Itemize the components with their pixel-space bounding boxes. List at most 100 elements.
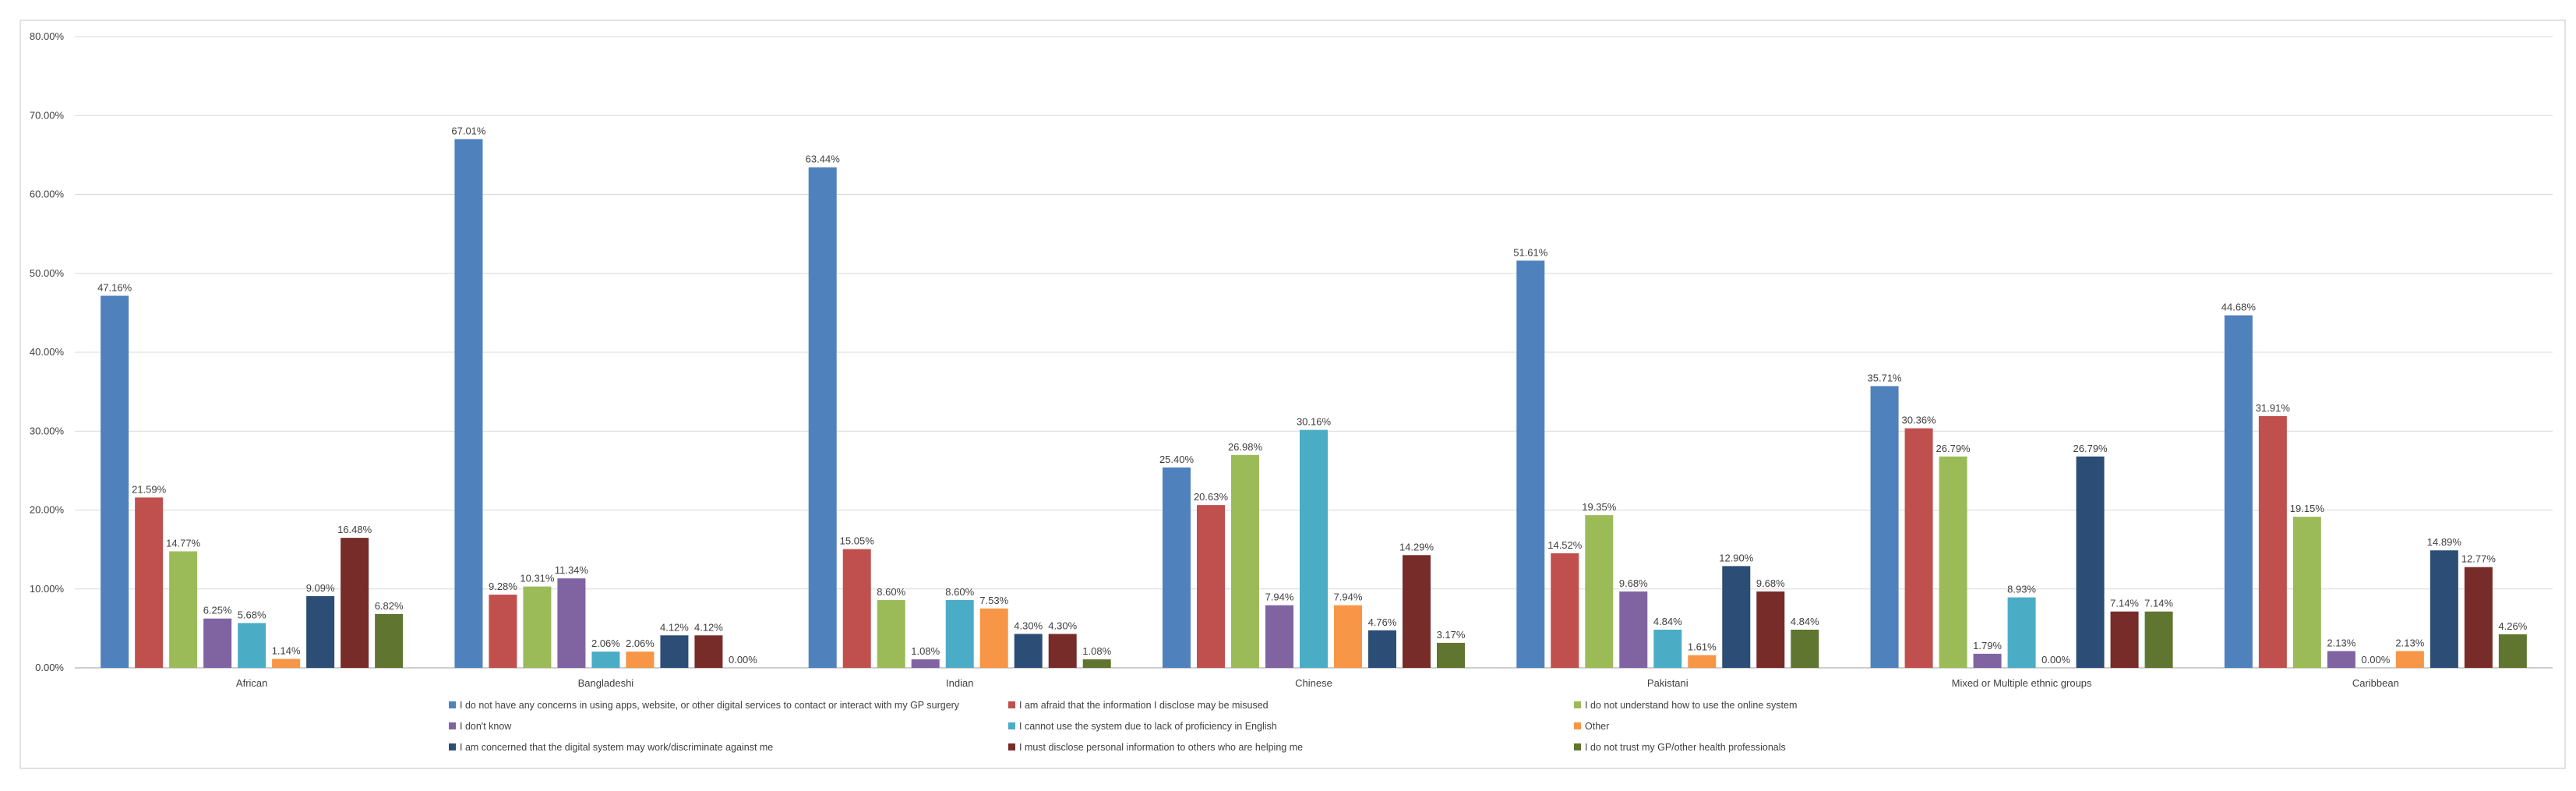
data-label: 4.26% xyxy=(2498,620,2527,632)
bar xyxy=(1722,566,1751,668)
data-label: 9.68% xyxy=(1756,577,1785,589)
data-label: 2.13% xyxy=(2395,637,2424,648)
data-label: 14.89% xyxy=(2427,536,2462,548)
bar xyxy=(2292,517,2321,668)
bar xyxy=(2395,651,2424,668)
legend-swatch xyxy=(1008,722,1015,729)
bar xyxy=(101,295,129,668)
data-label: 2.06% xyxy=(591,637,620,649)
legend-entry: Other xyxy=(1585,721,1609,732)
bar xyxy=(1014,634,1043,668)
legend-swatch xyxy=(449,701,456,708)
legend-entry: I am concerned that the digital system m… xyxy=(460,742,773,753)
data-label: 67.01% xyxy=(451,125,486,137)
bar xyxy=(1551,553,1579,668)
data-labels: 47.16% 21.59% 14.77% 6.25% 5.68% 1.14% 9.09% 16… xyxy=(97,125,2528,666)
legend-swatch xyxy=(1008,701,1015,708)
y-axis-ticks: 0.00% 10.00% 20.00% 30.00% 40.00% 50.00% 60.00… xyxy=(30,30,65,673)
data-label: 20.63% xyxy=(1194,491,1229,503)
y-tick-label: 50.00% xyxy=(30,267,65,279)
x-axis-categories: African Bangladeshi Indian Chinese Pakistani… xyxy=(236,677,2399,689)
bar xyxy=(306,595,335,668)
category-label: Indian xyxy=(946,677,973,689)
legend-swatch xyxy=(449,743,456,750)
legend-swatch xyxy=(1574,722,1581,729)
data-label: 2.13% xyxy=(2327,637,2355,648)
bar xyxy=(1300,429,1328,668)
legend-swatch xyxy=(1574,743,1581,750)
bar xyxy=(591,652,620,668)
y-tick-label: 20.00% xyxy=(30,504,65,516)
y-tick-label: 10.00% xyxy=(30,583,65,595)
bar xyxy=(203,618,232,668)
bar xyxy=(1619,591,1648,668)
bar xyxy=(1048,634,1077,668)
bar xyxy=(842,549,871,668)
data-label: 9.09% xyxy=(306,582,335,594)
data-label: 14.52% xyxy=(1547,539,1583,551)
bar xyxy=(2464,567,2493,668)
data-label: 1.08% xyxy=(1082,645,1111,657)
bar xyxy=(2327,651,2355,668)
bar xyxy=(238,623,266,668)
bar xyxy=(375,613,404,668)
legend-entry: I cannot use the system due to lack of p… xyxy=(1019,721,1277,732)
data-label: 8.60% xyxy=(945,586,974,598)
data-label: 12.90% xyxy=(1719,552,1754,563)
bar xyxy=(2498,634,2527,668)
bar xyxy=(1870,386,1899,668)
data-label: 16.48% xyxy=(337,524,372,535)
category-label: African xyxy=(236,677,267,689)
data-label: 8.60% xyxy=(877,586,905,598)
bar xyxy=(1368,630,1396,668)
data-label: 4.30% xyxy=(1014,620,1043,631)
data-label: 0.00% xyxy=(2361,654,2390,666)
bar xyxy=(1403,555,1431,668)
bar xyxy=(808,167,837,669)
data-label: 6.25% xyxy=(203,605,232,616)
y-tick-label: 30.00% xyxy=(30,425,65,436)
bar xyxy=(1653,629,1682,668)
bar xyxy=(1437,642,1465,668)
data-label: 30.36% xyxy=(1902,415,1937,426)
bar xyxy=(2076,456,2105,668)
bar xyxy=(557,578,586,668)
bar xyxy=(2224,315,2253,668)
bars xyxy=(101,139,2527,669)
bar xyxy=(1265,605,1293,668)
bar xyxy=(626,652,655,668)
data-label: 7.94% xyxy=(1265,591,1294,603)
data-label: 9.28% xyxy=(489,581,517,592)
bar xyxy=(2110,611,2139,668)
data-label: 12.77% xyxy=(2461,553,2497,565)
bar xyxy=(2144,611,2173,668)
bar xyxy=(341,538,369,668)
bar xyxy=(2430,550,2458,668)
data-label: 26.79% xyxy=(2073,443,2108,454)
data-label: 30.16% xyxy=(1297,416,1332,428)
data-label: 26.98% xyxy=(1228,441,1263,453)
data-label: 4.84% xyxy=(1653,616,1682,627)
bar xyxy=(2258,415,2287,668)
data-label: 1.14% xyxy=(272,644,301,656)
y-tick-label: 60.00% xyxy=(30,189,65,200)
bar xyxy=(911,659,940,668)
bar xyxy=(1163,467,1191,668)
data-label: 19.35% xyxy=(1582,501,1617,513)
data-label: 4.76% xyxy=(1368,616,1397,628)
data-label: 15.05% xyxy=(840,535,875,547)
bar xyxy=(1516,260,1545,669)
bar xyxy=(272,659,301,668)
data-label: 19.15% xyxy=(2290,503,2325,514)
data-label: 5.68% xyxy=(238,609,266,620)
y-tick-label: 0.00% xyxy=(35,662,64,673)
data-label: 7.14% xyxy=(2144,598,2173,609)
data-label: 4.12% xyxy=(694,621,723,633)
bar xyxy=(1756,591,1785,668)
legend-swatch xyxy=(1008,743,1015,750)
bar xyxy=(1585,515,1614,668)
category-label: Caribbean xyxy=(2352,677,2399,689)
bar xyxy=(1973,653,2002,668)
